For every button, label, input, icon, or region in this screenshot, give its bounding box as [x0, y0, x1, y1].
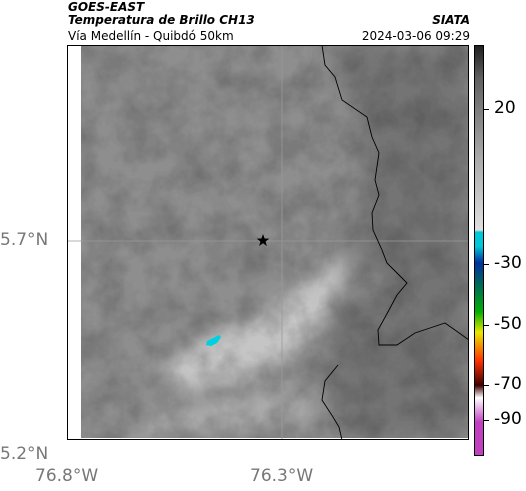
- boundary-line-north: [321, 45, 469, 346]
- colorbar: [474, 45, 484, 456]
- organization-label: SIATA: [432, 13, 470, 27]
- product-title: GOES-EAST: [68, 0, 145, 14]
- colorbar-tick: [484, 420, 489, 421]
- colorbar-tick: [484, 325, 489, 326]
- boundary-line-south: [321, 364, 343, 440]
- colorbar-label: -70: [494, 374, 522, 394]
- timestamp-label: 2024-03-06 09:29: [361, 29, 470, 43]
- colorbar-tick: [484, 264, 489, 265]
- colorbar-label: 20: [494, 98, 516, 118]
- product-subtitle: Temperatura de Brillo CH13: [68, 13, 255, 27]
- lat-label: 5.2°N: [0, 444, 49, 464]
- colorbar-label: -30: [494, 253, 522, 273]
- map-canvas: [67, 45, 469, 440]
- colorbar-label: -50: [494, 314, 522, 334]
- cloud-texture: [81, 45, 469, 438]
- colorbar-tick: [484, 385, 489, 386]
- cold-cloud-spot: [206, 335, 221, 346]
- lon-label: 76.3°W: [250, 466, 314, 486]
- star-icon: [256, 234, 270, 246]
- lon-label: 76.8°W: [35, 466, 99, 486]
- colorbar-label: -90: [494, 409, 522, 429]
- location-label: Vía Medellín - Quibdó 50km: [68, 29, 234, 43]
- lat-label: 5.7°N: [0, 230, 49, 250]
- satellite-map[interactable]: [67, 45, 469, 440]
- colorbar-tick: [484, 109, 489, 110]
